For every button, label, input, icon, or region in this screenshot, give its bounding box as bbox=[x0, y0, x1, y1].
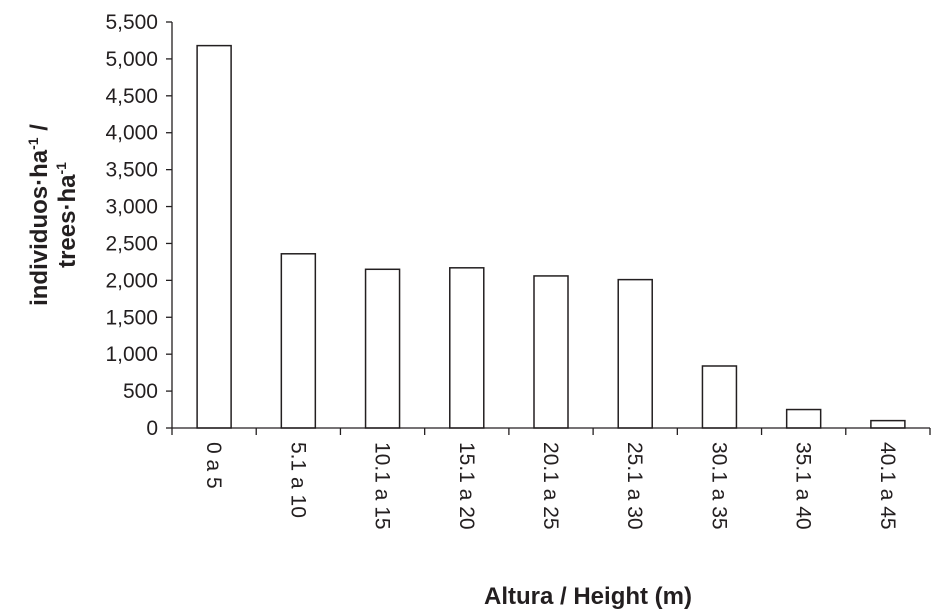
y-axis-title-line-2: trees·ha-1 bbox=[53, 162, 81, 268]
y-tick-label: 4,000 bbox=[105, 122, 158, 145]
bar bbox=[785, 408, 822, 429]
y-tick-label: 1,500 bbox=[105, 306, 158, 329]
x-tick-label: 20.1 a 25 bbox=[539, 442, 562, 530]
x-tick-label: 40.1 a 45 bbox=[876, 442, 899, 530]
y-axis-ticks: 0 500 1,000 1,500 2,000 2,500 3,000 3,500 4,000 4… bbox=[105, 11, 172, 440]
y-tick-label: 2,000 bbox=[105, 269, 158, 292]
bar bbox=[280, 253, 317, 429]
bar bbox=[701, 365, 738, 429]
y-axis-title: individuos·ha-1 / trees·ha-1 bbox=[25, 124, 81, 306]
y-tick-label: 1,000 bbox=[105, 343, 158, 366]
y-tick-label: 5,000 bbox=[105, 48, 158, 71]
y-tick-label: 3,500 bbox=[105, 159, 158, 182]
y-tick-label: 0 bbox=[146, 417, 158, 440]
y-tick-label: 4,500 bbox=[105, 85, 158, 108]
bar bbox=[196, 44, 232, 429]
x-tick-label: 0 a 5 bbox=[202, 442, 225, 489]
x-tick-label: 30.1 a 35 bbox=[707, 442, 730, 530]
y-axis-title-line-1: individuos·ha-1 / bbox=[25, 124, 53, 306]
x-axis bbox=[171, 427, 931, 435]
x-axis-tick-labels: 0 a 5 5.1 a 10 10.1 a 15 15.1 a 20 20.1 a 25… bbox=[202, 442, 899, 530]
y-tick-label: 5,500 bbox=[105, 11, 158, 34]
bar bbox=[449, 267, 485, 429]
x-tick-label: 35.1 a 40 bbox=[792, 442, 815, 530]
y-tick-label: 3,000 bbox=[105, 196, 158, 219]
x-axis-title: Altura / Height (m) bbox=[484, 583, 692, 609]
bars bbox=[196, 44, 906, 429]
x-tick-label: 25.1 a 30 bbox=[623, 442, 646, 530]
bar bbox=[870, 419, 906, 429]
x-tick-label: 5.1 a 10 bbox=[286, 442, 309, 518]
bar bbox=[533, 275, 569, 429]
y-tick-label: 500 bbox=[123, 380, 158, 403]
bar bbox=[617, 278, 653, 429]
y-tick-label: 2,500 bbox=[105, 232, 158, 255]
x-tick-label: 15.1 a 20 bbox=[455, 442, 478, 530]
bar bbox=[364, 268, 401, 429]
x-tick-label: 10.1 a 15 bbox=[371, 442, 394, 530]
